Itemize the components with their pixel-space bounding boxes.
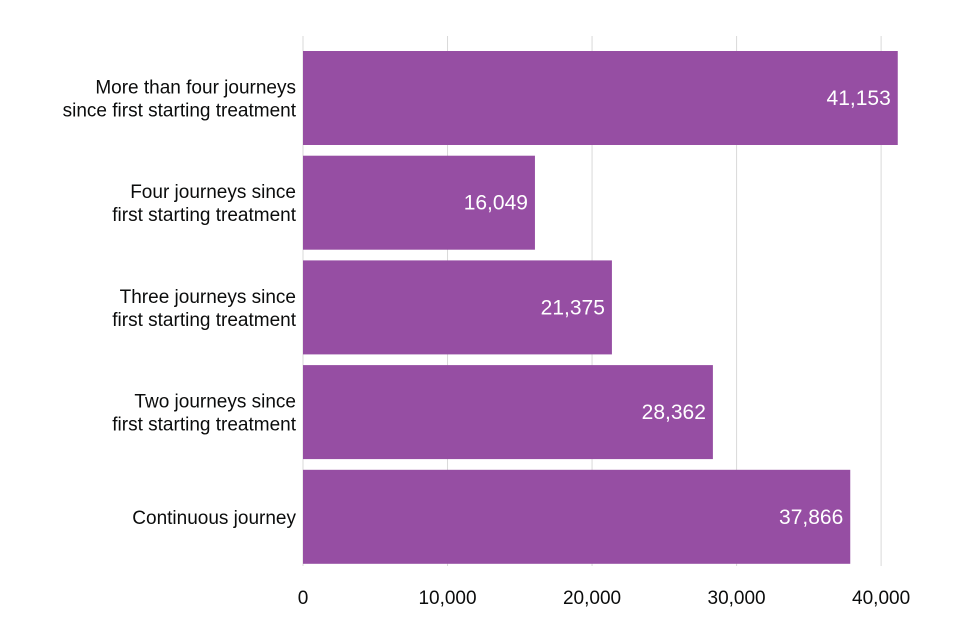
- category-labels: More than four journeys since first start…: [63, 78, 297, 529]
- bar: [303, 51, 898, 145]
- category-label-line: Continuous journey: [132, 508, 296, 529]
- category-label: Three journeys since first starting treat…: [112, 287, 296, 331]
- category-label-line: first starting treatment: [112, 205, 296, 226]
- x-axis-tick-labels: 0 10,000 20,000 30,000 40,000: [298, 588, 910, 609]
- data-label: 41,153: [827, 87, 891, 110]
- category-label-line: first starting treatment: [112, 310, 296, 331]
- x-tick-label: 10,000: [418, 588, 476, 609]
- x-tick-label: 0: [298, 588, 309, 609]
- category-label-line: since first starting treatment: [63, 101, 297, 122]
- bar: [303, 365, 713, 460]
- data-label: 37,866: [779, 506, 843, 529]
- category-label-line: Two journeys since: [134, 392, 296, 413]
- category-label-line: More than four journeys: [95, 78, 296, 99]
- bar: [303, 469, 851, 564]
- bar: [303, 260, 612, 355]
- category-label-line: first starting treatment: [112, 415, 296, 436]
- category-label: Two journeys since first starting treatme…: [112, 392, 296, 436]
- x-tick-label: 40,000: [852, 588, 910, 609]
- category-label-line: Three journeys since: [120, 287, 296, 308]
- category-label-line: Four journeys since: [130, 182, 296, 203]
- x-tick-label: 30,000: [708, 588, 766, 609]
- bar: [303, 155, 535, 250]
- data-label: 21,375: [541, 296, 605, 319]
- x-tick-label: 20,000: [563, 588, 621, 609]
- data-label: 28,362: [642, 401, 706, 424]
- bars: 41,153 16,049 21,375 28,362 37,866: [303, 51, 898, 564]
- data-label: 16,049: [464, 192, 528, 215]
- category-label: Continuous journey: [132, 508, 296, 529]
- category-label: More than four journeys since first start…: [63, 78, 297, 122]
- category-label: Four journeys since first starting treatm…: [112, 182, 296, 226]
